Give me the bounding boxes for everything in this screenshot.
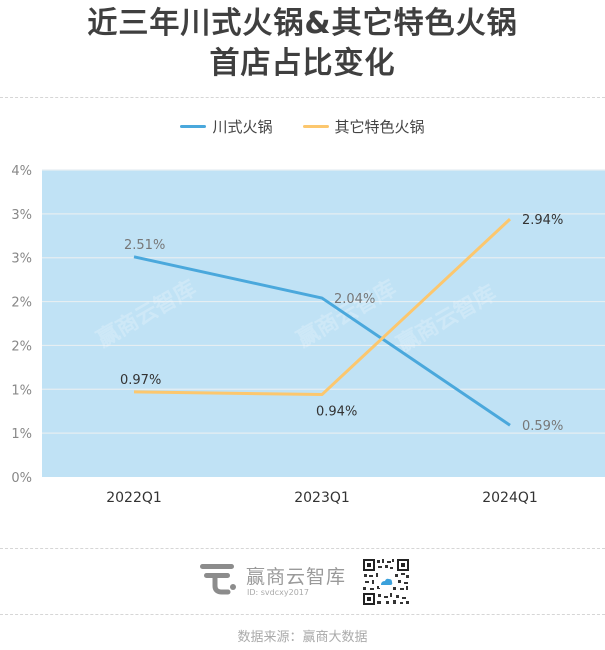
y-tick-label: 3%	[11, 208, 32, 223]
plot-area	[42, 170, 605, 477]
legend-item-other[interactable]: 其它特色火锅	[302, 116, 425, 137]
legend-swatch	[302, 125, 329, 128]
y-tick-label: 2%	[11, 296, 32, 311]
x-tick-label: 2022Q1	[106, 490, 162, 506]
legend-label: 川式火锅	[212, 118, 273, 136]
x-tick-label: 2023Q1	[294, 490, 350, 506]
divider-top	[0, 97, 605, 98]
data-source: 数据来源：赢商大数据	[237, 630, 368, 645]
legend-item-sichuan[interactable]: 川式火锅	[180, 116, 273, 137]
data-label: 2.51%	[124, 238, 165, 253]
data-label: 0.94%	[316, 405, 357, 420]
y-tick-label: 3%	[11, 252, 32, 267]
brand-name: 赢商云智库	[246, 566, 347, 588]
y-tick-label: 1%	[11, 383, 32, 398]
y-tick-label: 1%	[11, 427, 32, 442]
series-line[interactable]	[133, 255, 511, 427]
legend: 川式火锅 其它特色火锅	[0, 116, 605, 137]
y-tick-label: 2%	[11, 339, 32, 354]
chart-title: 近三年川式火锅&其它特色火锅 首店占比变化	[0, 4, 605, 84]
y-tick-label: 0%	[11, 471, 32, 486]
legend-swatch	[180, 125, 207, 128]
data-label: 2.94%	[522, 213, 563, 228]
data-label: 0.59%	[522, 419, 563, 434]
chart-title-line1: 近三年川式火锅&其它特色火锅	[87, 6, 518, 41]
data-label: 0.97%	[120, 373, 161, 388]
divider-footer	[0, 548, 605, 549]
legend-label: 其它特色火锅	[334, 118, 425, 136]
data-label: 2.04%	[334, 292, 375, 307]
qr-code-icon[interactable]	[362, 558, 410, 606]
divider-source	[0, 614, 605, 615]
x-tick-label: 2024Q1	[482, 490, 538, 506]
y-tick-label: 4%	[11, 164, 32, 179]
chart-title-line2: 首店占比变化	[209, 46, 396, 81]
brand-logo-icon	[200, 564, 236, 595]
series-line[interactable]	[133, 218, 512, 397]
brand-id: ID: svdcxy2017	[247, 588, 309, 597]
